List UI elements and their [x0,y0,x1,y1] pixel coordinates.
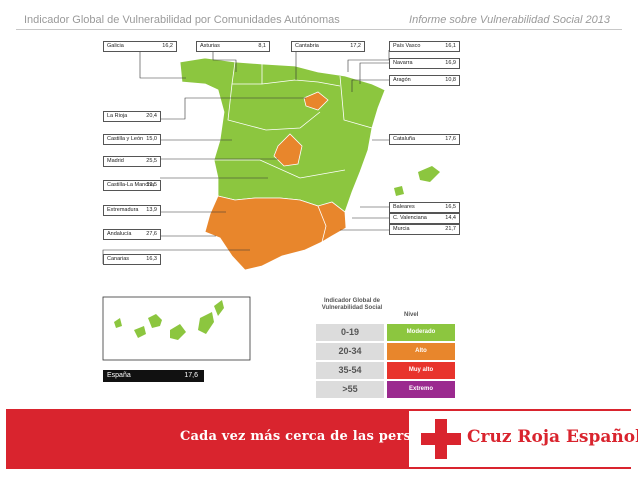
region-box-c-valenciana: C. Valenciana 14,4 [389,213,460,224]
region-box-madrid: Madrid 25,5 [103,156,161,167]
region-box-cantabria: Cantabria 17,2 [291,41,365,52]
legend-level: Moderado [387,324,455,341]
region-box-baleares: Baleares 16,5 [389,202,460,213]
legend-title: Indicador Global de Vulnerabilidad Socia… [321,298,383,311]
legend-row: 20-34 Alto [316,343,455,361]
region-madrid-shape [273,133,303,167]
region-box-andalucia: Andalucía 27,6 [103,229,161,240]
legend-row: 35-54 Muy alto [316,362,455,380]
leader-lines [102,50,440,264]
region-box-aragon: Aragón 10,8 [389,75,460,86]
region-borders [204,61,373,179]
region-box-la-rioja: La Rioja 20,4 [103,111,161,122]
region-box-asturias: Asturias 8,1 [196,41,270,52]
legend-nivel-header: Nivel [404,312,419,318]
region-box-pais-vasco: País Vasco 16,1 [389,41,460,52]
region-baleares-shape [418,166,440,182]
legend-row: >55 Extremo [316,381,455,399]
header-right-title: Informe sobre Vulnerabilidad Social 2013 [409,14,610,26]
espana-value: 17,6 [184,372,198,379]
header-left-title: Indicador Global de Vulnerabilidad por C… [24,14,340,26]
brand-name: Cruz Roja Española [467,427,638,447]
region-box-navarra: Navarra 16,9 [389,58,460,69]
legend-row: 0-19 Moderado [316,324,455,342]
region-andalucia-shape [204,195,333,271]
header-divider [16,29,622,30]
region-box-murcia: Murcia 21,7 [389,224,460,235]
legend-level: Alto [387,343,455,360]
canarias-islands [114,300,224,340]
legend-range: 0-19 [316,324,384,341]
region-murcia-shape [317,201,347,243]
legend-range: 35-54 [316,362,384,379]
legend-level: Extremo [387,381,455,398]
region-box-castilla-la-mancha: Castilla-La Mancha 12,5 [103,180,161,191]
region-box-extremadura: Extremadura 13,9 [103,205,161,216]
red-cross-icon [421,419,461,459]
espana-label: España [107,372,131,379]
region-box-cataluna: Cataluña 17,6 [389,134,460,145]
legend-range: 20-34 [316,343,384,360]
region-baleares-shape-2 [394,186,404,196]
footer-banner: Cada vez más cerca de las personas Cruz … [6,409,638,469]
espana-total-bar: España 17,6 [103,370,204,382]
cruz-roja-logo: Cruz Roja Española [409,411,638,467]
region-box-galicia: Galicia 16,2 [103,41,177,52]
legend-level: Muy alto [387,362,455,379]
region-box-canarias: Canarias 16,3 [103,254,161,265]
legend-range: >55 [316,381,384,398]
region-box-castilla-leon: Castilla y León 15,0 [103,134,161,145]
region-larioja-shape [303,91,329,111]
banner-tagline: Cada vez más cerca de las personas [180,429,446,444]
